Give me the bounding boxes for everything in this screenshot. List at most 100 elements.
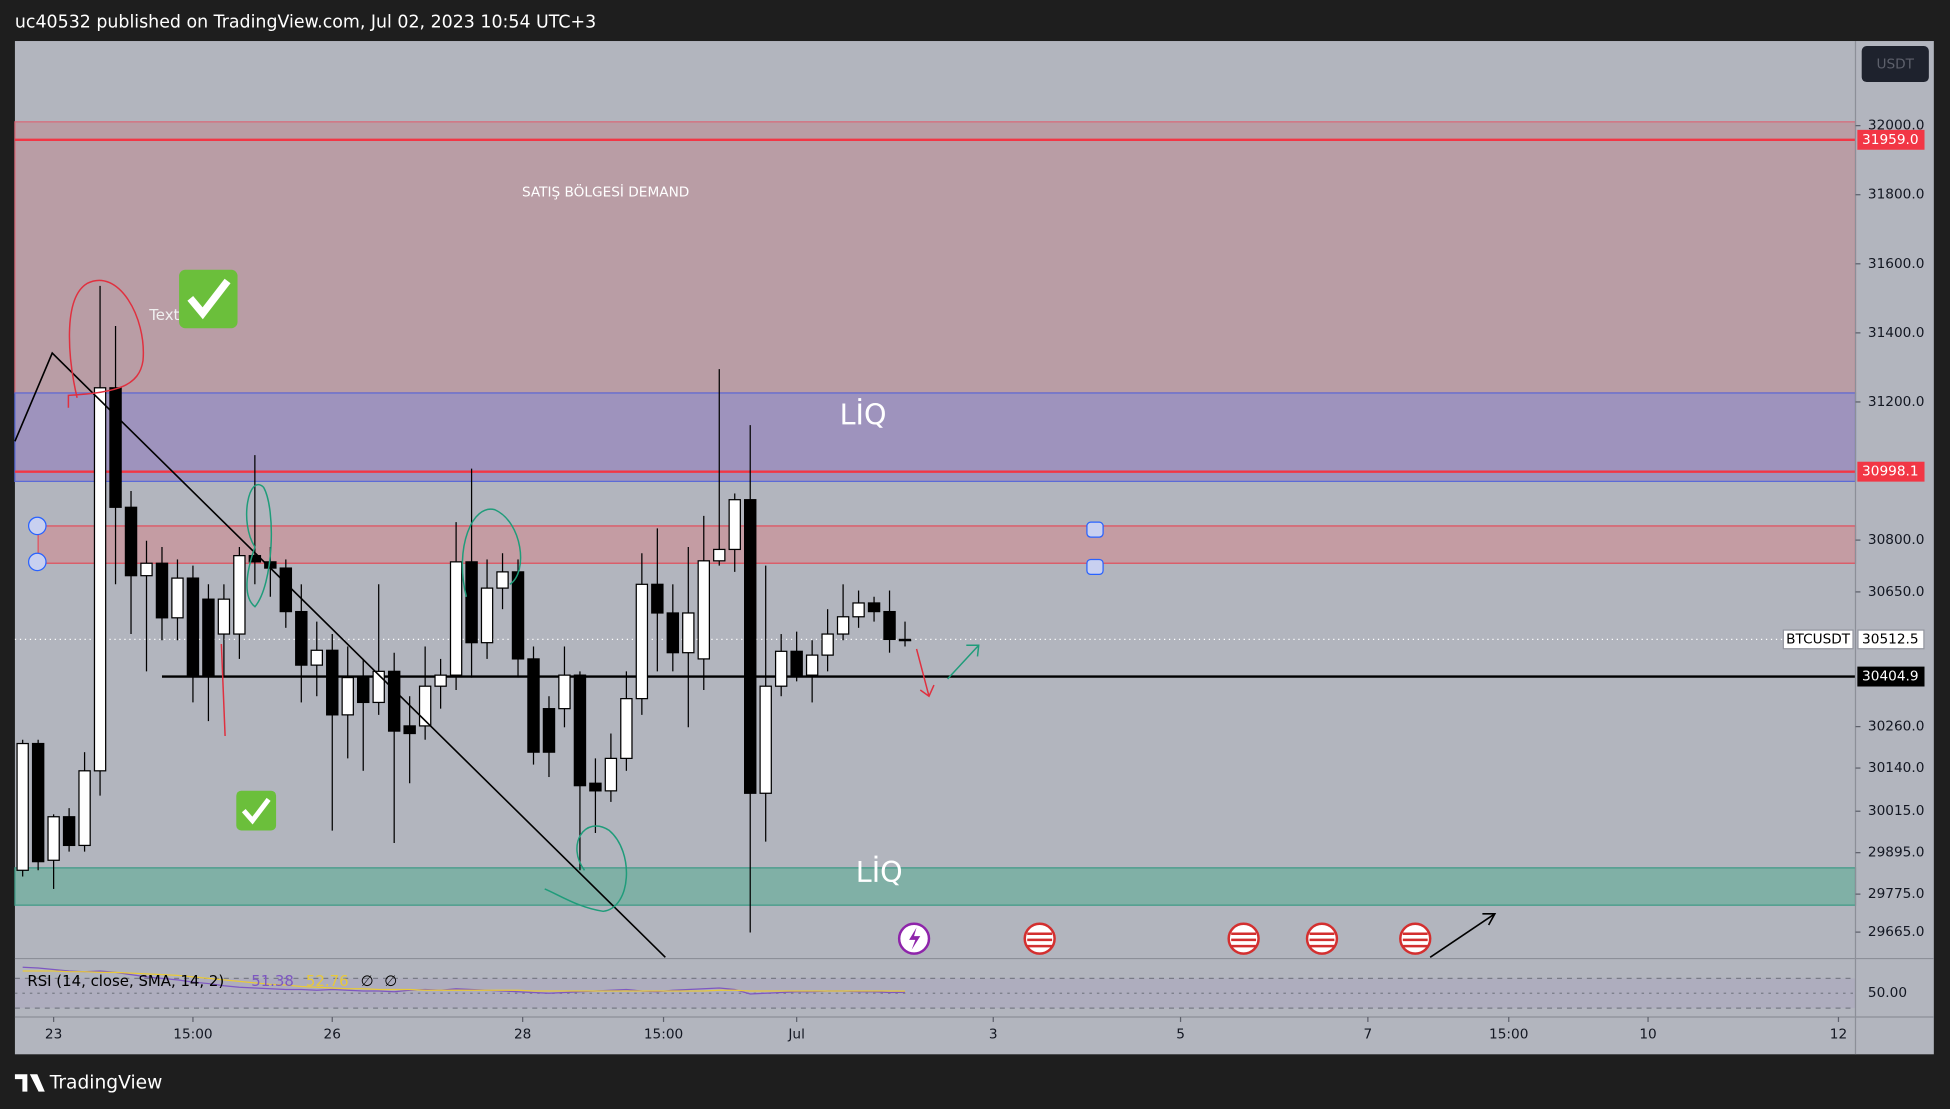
x-tick-label: 15:00 <box>644 1026 683 1042</box>
candle-body <box>279 567 293 613</box>
candle-body <box>821 633 834 656</box>
handle <box>1086 521 1104 538</box>
y-tick-label: 31200.0 <box>1868 394 1924 410</box>
candle-body <box>186 577 200 676</box>
candle-body <box>109 387 122 508</box>
arrow-drawing <box>947 644 980 680</box>
y-tick-label: 29665.0 <box>1868 924 1924 940</box>
event-icons <box>897 922 1432 955</box>
candle-body <box>604 757 618 792</box>
candle-body <box>620 698 633 760</box>
check-mark <box>187 278 231 320</box>
candle-body <box>434 674 447 687</box>
y-tick-label: 29775.0 <box>1868 886 1924 902</box>
candle-body <box>883 610 896 641</box>
candle-body <box>527 658 540 753</box>
zone <box>14 392 1857 483</box>
currency-label: USDT <box>1877 57 1915 73</box>
candle-body <box>16 742 29 871</box>
drawings <box>14 279 1497 958</box>
text-annotation: Text <box>148 306 179 324</box>
candle-body <box>666 612 680 654</box>
candle-body <box>47 816 60 861</box>
axes: 32000.0 31800.0 31600.0 31400.0 31200.0 30800… <box>45 118 1925 1042</box>
candles <box>16 285 912 933</box>
y-tick-label: 30800.0 <box>1868 532 1924 548</box>
candle-body <box>867 602 881 613</box>
y-tick-label: 31800.0 <box>1868 187 1924 203</box>
candle-body <box>326 649 339 716</box>
x-tick-label: 23 <box>45 1026 62 1042</box>
y-tick-label: 30015.0 <box>1868 803 1924 819</box>
candle-body <box>202 598 215 676</box>
candle-body <box>511 571 525 660</box>
price-badge <box>1857 666 1925 687</box>
currency-button[interactable] <box>1861 46 1929 83</box>
y-tick-label: 31400.0 <box>1868 325 1924 341</box>
zone-label: LİQ <box>856 855 903 889</box>
candle-body <box>836 616 850 635</box>
x-tick-label: 15:00 <box>1489 1026 1528 1042</box>
trend-line <box>14 351 666 958</box>
candle-body <box>403 725 416 735</box>
rsi-line <box>22 970 906 992</box>
candle-body <box>573 674 587 787</box>
check-mark <box>241 797 271 825</box>
candle-body <box>697 560 710 660</box>
symbol-badge <box>1782 629 1854 650</box>
candle-body <box>852 602 865 618</box>
x-tick-label: 28 <box>514 1026 531 1042</box>
candle-body <box>124 506 138 577</box>
candle-body <box>449 561 463 676</box>
header-text: uc40532 published on TradingView.com, Ju… <box>15 12 596 32</box>
handle <box>1086 558 1104 576</box>
circle-drawing <box>245 484 273 608</box>
rsi-pane: 50.00 <box>14 966 1907 1009</box>
candle-body <box>295 610 308 666</box>
candle-body <box>418 685 432 727</box>
price-badge <box>1857 461 1925 482</box>
rsi-extra: ∅ <box>384 972 397 990</box>
x-tick-label: 10 <box>1639 1026 1656 1042</box>
logo <box>14 1074 45 1092</box>
candle-body <box>233 555 246 635</box>
y-tick-label: 30650.0 <box>1868 584 1924 600</box>
candle-body <box>558 674 571 710</box>
candle-body <box>774 650 788 687</box>
candle-body <box>78 770 91 847</box>
price-badge-label: 30512.5 <box>1862 631 1918 647</box>
candle-body <box>713 548 726 562</box>
symbol-label: BTCUSDT <box>1786 631 1851 647</box>
candle-body <box>217 598 231 635</box>
arrow-head <box>1482 912 1497 926</box>
zone-label: SATIŞ BÖLGESİ DEMAND <box>522 183 689 201</box>
y-tick-label: 29895.0 <box>1868 845 1924 861</box>
circle-drawing <box>67 279 145 408</box>
candle-body <box>357 676 370 704</box>
rsi-title: RSI (14, close, SMA, 14, 2) <box>27 972 224 990</box>
arrow-drawing <box>915 648 935 698</box>
handle <box>27 552 47 572</box>
x-tick-label: 7 <box>1364 1026 1373 1042</box>
x-tick-label: Jul <box>787 1026 804 1042</box>
candle-body <box>93 387 107 772</box>
price-badge <box>1857 629 1925 650</box>
trend-line <box>1429 913 1496 958</box>
price-badge-label: 30404.9 <box>1862 669 1918 685</box>
zone-label: LİQ <box>840 397 887 431</box>
check-icons <box>179 269 277 831</box>
candle-body <box>496 571 509 589</box>
circle-drawing <box>544 825 628 913</box>
candle-body <box>805 654 819 676</box>
zones <box>14 121 1857 906</box>
x-tick-label: 3 <box>989 1026 998 1042</box>
candle-body <box>171 577 184 619</box>
rsi-extra: ∅ <box>361 972 374 990</box>
circle-drawing <box>461 508 522 597</box>
y-tick-label: 30140.0 <box>1868 760 1924 776</box>
y-tick-label: 30260.0 <box>1868 719 1924 735</box>
x-tick-label: 26 <box>324 1026 341 1042</box>
candle-body <box>898 638 912 642</box>
